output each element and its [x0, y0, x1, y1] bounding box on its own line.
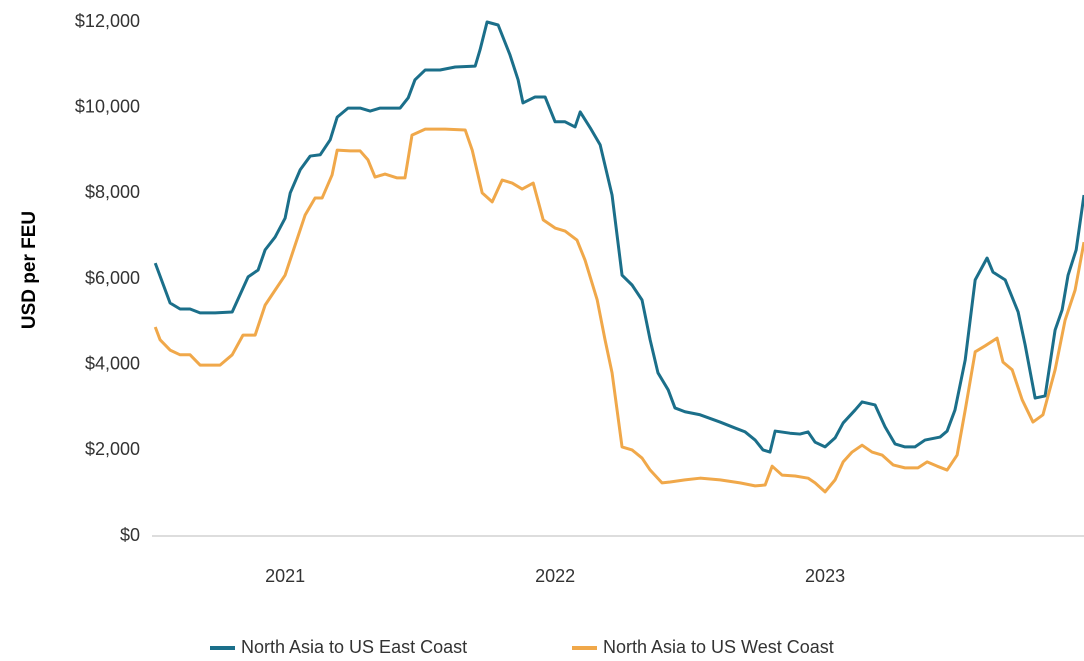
legend-label: North Asia to US East Coast [241, 637, 467, 657]
series-line [153, 20, 1084, 454]
x-tick-label: 2023 [805, 566, 845, 586]
y-tick-label: $0 [120, 525, 140, 545]
y-tick-label: $2,000 [85, 439, 140, 459]
y-tick-label: $10,000 [75, 96, 140, 116]
y-tick-label: $4,000 [85, 353, 140, 373]
y-tick-label: $6,000 [85, 268, 140, 288]
x-tick-label: 2021 [265, 566, 305, 586]
series-line [153, 127, 1084, 494]
x-tick-label: 2022 [535, 566, 575, 586]
y-axis-title: USD per FEU [19, 211, 40, 329]
y-tick-label: $8,000 [85, 182, 140, 202]
y-tick-label: $12,000 [75, 11, 140, 31]
legend-label: North Asia to US West Coast [603, 637, 834, 657]
